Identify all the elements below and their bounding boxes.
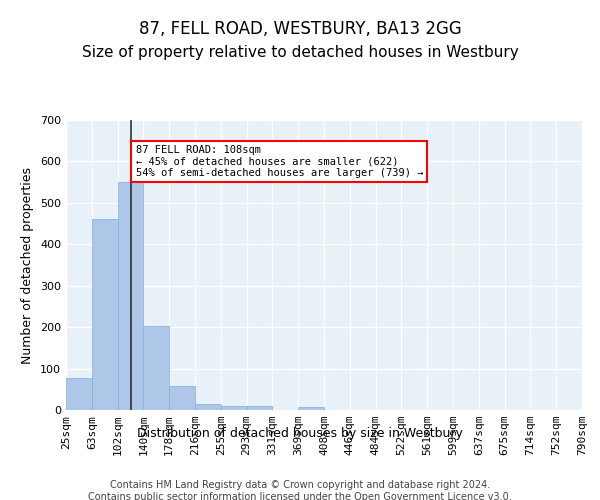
Text: 87 FELL ROAD: 108sqm
← 45% of detached houses are smaller (622)
54% of semi-deta: 87 FELL ROAD: 108sqm ← 45% of detached h… — [136, 145, 423, 178]
Text: Distribution of detached houses by size in Westbury: Distribution of detached houses by size … — [137, 428, 463, 440]
Bar — [247, 406, 272, 410]
Bar — [221, 406, 247, 410]
Bar — [143, 326, 169, 410]
Bar — [298, 406, 324, 410]
Text: 87, FELL ROAD, WESTBURY, BA13 2GG: 87, FELL ROAD, WESTBURY, BA13 2GG — [139, 20, 461, 38]
Text: Size of property relative to detached houses in Westbury: Size of property relative to detached ho… — [82, 45, 518, 60]
Bar — [92, 218, 118, 410]
Bar — [66, 378, 92, 410]
Y-axis label: Number of detached properties: Number of detached properties — [22, 166, 34, 364]
Bar — [169, 386, 195, 410]
Text: Contains HM Land Registry data © Crown copyright and database right 2024.
Contai: Contains HM Land Registry data © Crown c… — [88, 480, 512, 500]
Bar — [118, 182, 143, 410]
Bar — [195, 404, 221, 410]
